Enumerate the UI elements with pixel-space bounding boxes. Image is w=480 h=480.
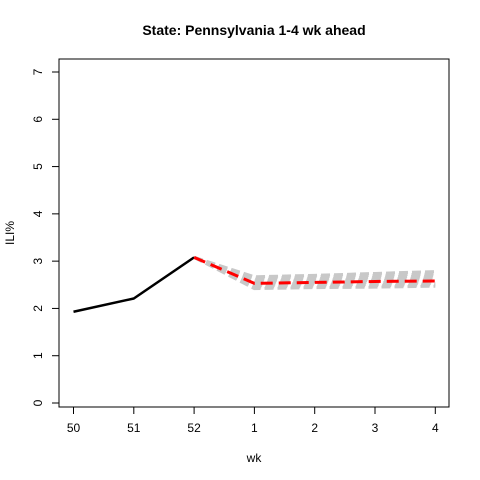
x-tick-label: 1 [251, 421, 258, 435]
x-axis: 50 51 52 1 2 3 4 [67, 406, 439, 435]
y-tick-label: 6 [31, 116, 45, 123]
observed-line [73, 256, 195, 313]
forecast-line [193, 255, 436, 285]
data-lines [73, 255, 436, 313]
x-tick-label: 2 [311, 421, 318, 435]
ensemble-line [193, 255, 436, 279]
x-tick-label: 3 [372, 421, 379, 435]
y-tick-label: 1 [31, 352, 45, 359]
y-axis: 0 1 2 3 4 5 6 7 [31, 68, 60, 406]
x-tick-label: 50 [67, 421, 81, 435]
y-tick-label: 2 [31, 305, 45, 312]
chart-title: State: Pennsylvania 1-4 wk ahead [142, 22, 365, 38]
x-tick-label: 52 [187, 421, 201, 435]
x-tick-label: 51 [127, 421, 141, 435]
x-tick-label: 4 [432, 421, 439, 435]
y-tick-label: 4 [31, 210, 45, 217]
y-tick-label: 7 [31, 68, 45, 75]
x-axis-label: wk [246, 451, 263, 465]
y-tick-label: 3 [31, 257, 45, 264]
y-tick-label: 5 [31, 163, 45, 170]
y-tick-label: 0 [31, 399, 45, 406]
plot-frame [58, 58, 450, 408]
y-axis-label: ILI% [3, 221, 17, 245]
